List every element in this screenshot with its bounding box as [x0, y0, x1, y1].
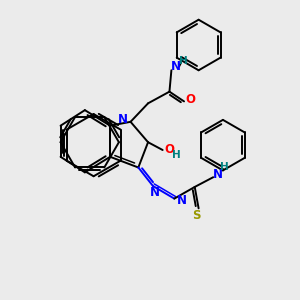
Text: S: S	[192, 208, 201, 222]
Text: N: N	[150, 186, 160, 199]
Text: N: N	[118, 113, 128, 126]
Text: H: H	[172, 150, 181, 160]
Text: N: N	[213, 168, 223, 181]
Text: H: H	[179, 56, 188, 66]
Text: N: N	[171, 60, 181, 73]
Text: N: N	[177, 194, 187, 207]
Text: O: O	[186, 93, 196, 106]
Text: H: H	[220, 163, 229, 172]
Text: O: O	[164, 142, 174, 155]
